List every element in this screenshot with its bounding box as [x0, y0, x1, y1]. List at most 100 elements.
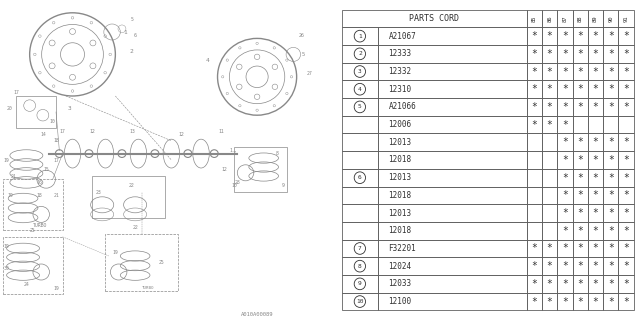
Bar [557, 63, 573, 80]
Bar [342, 169, 378, 187]
Bar [557, 275, 573, 293]
Text: *: * [593, 208, 598, 218]
Text: 1: 1 [124, 29, 127, 35]
Bar [603, 222, 618, 240]
Bar [557, 98, 573, 116]
Text: 13: 13 [129, 129, 134, 134]
Bar [618, 275, 634, 293]
Text: 91: 91 [623, 15, 628, 22]
Text: *: * [593, 31, 598, 41]
Bar [542, 116, 557, 133]
Text: A21066: A21066 [388, 102, 417, 111]
Bar [542, 27, 557, 45]
Text: 17: 17 [53, 157, 59, 163]
Text: *: * [577, 297, 583, 307]
Text: *: * [531, 49, 538, 59]
Bar [542, 240, 557, 257]
Bar [588, 27, 603, 45]
Bar [603, 10, 618, 27]
Bar [573, 45, 588, 63]
Text: 12: 12 [221, 167, 227, 172]
Bar [603, 275, 618, 293]
Text: 22: 22 [132, 225, 138, 230]
Text: 12006: 12006 [388, 120, 412, 129]
Text: TURBO: TURBO [142, 286, 155, 290]
Text: *: * [577, 155, 583, 165]
Text: *: * [547, 244, 552, 253]
Bar [603, 80, 618, 98]
Bar [603, 240, 618, 257]
Bar [557, 10, 573, 27]
Text: 15: 15 [44, 167, 49, 172]
Text: 8: 8 [275, 151, 278, 156]
Text: *: * [531, 261, 538, 271]
Text: 19: 19 [53, 285, 59, 291]
Bar [573, 240, 588, 257]
Text: *: * [608, 67, 614, 76]
Text: 89: 89 [593, 15, 598, 22]
Bar [527, 240, 542, 257]
Text: 6: 6 [358, 175, 362, 180]
Bar [618, 98, 634, 116]
Text: *: * [608, 49, 614, 59]
Bar [378, 240, 527, 257]
Text: *: * [593, 226, 598, 236]
Bar [527, 169, 542, 187]
Bar [588, 275, 603, 293]
Text: *: * [608, 84, 614, 94]
Bar [557, 257, 573, 275]
Text: 85: 85 [532, 15, 537, 22]
Text: 12033: 12033 [388, 279, 412, 288]
Bar [106, 234, 178, 291]
Text: 2: 2 [130, 49, 134, 54]
Bar [573, 133, 588, 151]
Bar [342, 204, 378, 222]
Bar [618, 45, 634, 63]
Bar [378, 80, 527, 98]
Text: 9: 9 [282, 183, 285, 188]
Bar [588, 222, 603, 240]
Text: 12332: 12332 [388, 67, 412, 76]
Text: *: * [623, 208, 629, 218]
Bar [618, 204, 634, 222]
Bar [603, 116, 618, 133]
Text: *: * [547, 279, 552, 289]
Text: *: * [562, 208, 568, 218]
Text: *: * [577, 102, 583, 112]
Bar [557, 240, 573, 257]
Text: 26: 26 [299, 33, 305, 38]
Bar [527, 45, 542, 63]
Bar [378, 116, 527, 133]
Text: *: * [623, 155, 629, 165]
Bar [3, 179, 63, 230]
Text: *: * [547, 261, 552, 271]
Text: 3: 3 [67, 106, 71, 111]
Text: 11: 11 [218, 129, 224, 134]
Text: 18: 18 [36, 193, 42, 198]
Bar [557, 222, 573, 240]
Text: *: * [577, 279, 583, 289]
Bar [234, 147, 287, 192]
Text: *: * [547, 120, 552, 130]
Text: *: * [531, 31, 538, 41]
Text: 12024: 12024 [388, 262, 412, 271]
Text: *: * [593, 261, 598, 271]
Text: *: * [562, 226, 568, 236]
Text: *: * [623, 279, 629, 289]
Text: 23: 23 [96, 189, 102, 195]
Text: 12: 12 [179, 132, 184, 137]
Bar [378, 293, 527, 310]
Bar [573, 27, 588, 45]
Text: *: * [577, 84, 583, 94]
Bar [618, 169, 634, 187]
Bar [342, 27, 378, 45]
Text: *: * [608, 173, 614, 183]
Text: 87: 87 [563, 15, 568, 22]
Text: *: * [577, 31, 583, 41]
Text: *: * [623, 261, 629, 271]
Bar [527, 133, 542, 151]
Bar [378, 27, 527, 45]
Text: 86: 86 [547, 15, 552, 22]
Text: *: * [593, 84, 598, 94]
Bar [603, 169, 618, 187]
